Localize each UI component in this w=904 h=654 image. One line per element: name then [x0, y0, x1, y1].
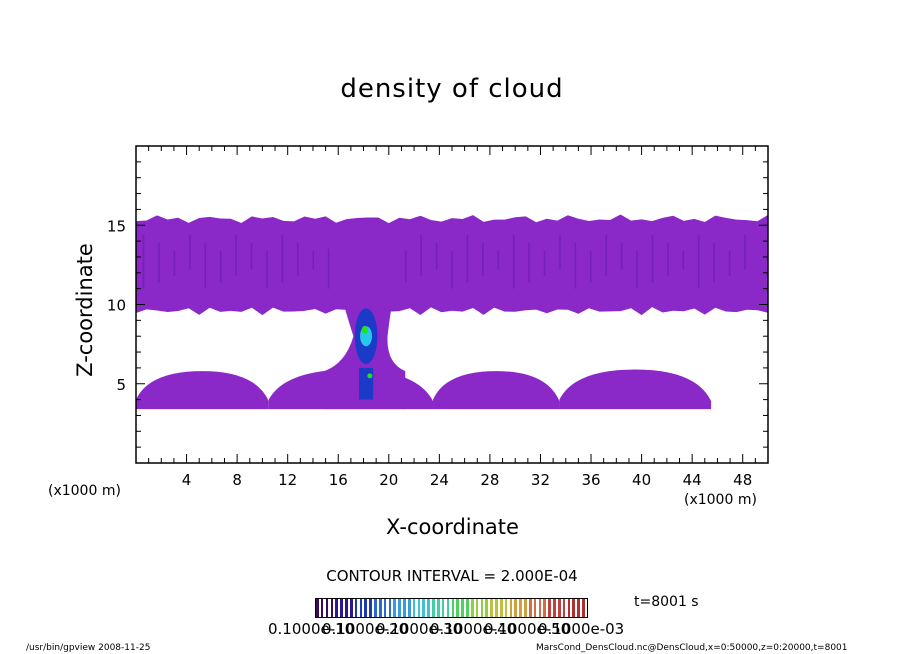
cloud-core-secondary [367, 373, 373, 379]
colorbar-stripe [383, 599, 387, 617]
colorbar-stripe [470, 599, 474, 617]
colorbar-stripe [335, 599, 338, 617]
y-tick-label: 10 [107, 297, 126, 315]
y-axis-label: Z-coordinate [73, 243, 97, 377]
x-tick-label: 8 [232, 471, 242, 489]
cloud-density-field [136, 214, 768, 410]
cloud-core-stem [358, 367, 374, 400]
colorbar-label: 0.1000e-20 [322, 620, 409, 638]
colorbar-stripe [417, 599, 421, 617]
colorbar-stripe [320, 599, 324, 617]
x-tick-label: 48 [733, 471, 752, 489]
colorbar-stripe [349, 599, 353, 617]
chart-title: density of cloud [340, 74, 564, 104]
colorbar [315, 598, 588, 618]
colorbar-stripe [364, 599, 368, 617]
colorbar-stripe [495, 599, 498, 617]
colorbar-stripe [427, 599, 430, 617]
y-tick-label: 15 [107, 217, 126, 235]
colorbar-stripe [354, 599, 358, 617]
x-tick-label: 24 [430, 471, 449, 489]
time-label: t=8001 s [634, 594, 699, 610]
x-tick-label: 40 [632, 471, 651, 489]
colorbar-stripe [316, 599, 319, 617]
colorbar-stripe [519, 599, 522, 617]
x-tick-label: 4 [182, 471, 192, 489]
colorbar-stripe [548, 599, 551, 617]
colorbar-stripe [451, 599, 455, 617]
colorbar-stripe [461, 599, 464, 617]
colorbar-label: 0.1000e-40 [430, 620, 517, 638]
colorbar-stripe [374, 599, 377, 617]
colorbar-stripe [340, 599, 343, 617]
colorbar-stripe [466, 599, 469, 617]
x-tick-label: 36 [581, 471, 600, 489]
colorbar-stripe [480, 599, 484, 617]
x-unit-label-left: (x1000 m) [48, 483, 121, 499]
cloud-lower-dome [433, 371, 560, 410]
colorbar-stripe [456, 599, 459, 617]
colorbar-label: 0.1000e-50 [484, 620, 571, 638]
colorbar-stripe [528, 599, 532, 617]
colorbar-stripe [553, 599, 556, 617]
colorbar-stripe [490, 599, 493, 617]
cloud-lower-dome [136, 371, 269, 410]
colorbar-stripe [524, 599, 527, 617]
colorbar-stripe [543, 599, 547, 617]
colorbar-stripe [412, 599, 416, 617]
colorbar-stripe [436, 599, 440, 617]
colorbar-stripe [485, 599, 489, 617]
colorbar-stripe [369, 599, 372, 617]
y-tick-label: 5 [116, 376, 126, 394]
colorbar-stripe [325, 599, 329, 617]
footer-source: MarsCond_DensCloud.nc@DensCloud,x=0:5000… [536, 643, 848, 653]
x-axis-ticks: 4 8 12 16 20 24 28 32 36 40 44 48 [148, 146, 756, 489]
colorbar-stripe [432, 599, 435, 617]
cloud-core-peak [361, 325, 368, 334]
colorbar-stripe [562, 599, 566, 617]
colorbar-stripe [398, 599, 401, 617]
colorbar-stripe [359, 599, 363, 617]
colorbar-stripe [514, 599, 518, 617]
colorbar-stripe [446, 599, 450, 617]
x-axis-label: X-coordinate [386, 515, 519, 539]
colorbar-stripe [538, 599, 542, 617]
x-unit-label-right: (x1000 m) [684, 492, 757, 508]
contour-interval-label: CONTOUR INTERVAL = 2.000E-04 [326, 567, 578, 585]
colorbar-stripe [407, 599, 411, 617]
colorbar-stripe [509, 599, 513, 617]
colorbar-stripe [441, 599, 445, 617]
x-tick-label: 44 [683, 471, 702, 489]
x-tick-label: 32 [531, 471, 550, 489]
colorbar-stripe [504, 599, 508, 617]
x-tick-label: 20 [379, 471, 398, 489]
colorbar-label: 0.1000e-10 [268, 620, 355, 638]
colorbar-stripe [499, 599, 503, 617]
colorbar-stripe [345, 599, 348, 617]
x-tick-label: 16 [329, 471, 348, 489]
colorbar-stripe [475, 599, 479, 617]
x-tick-label: 12 [278, 471, 297, 489]
colorbar-stripe [567, 599, 571, 617]
colorbar-stripe [422, 599, 426, 617]
colorbar-label: 0.1000e-03 [538, 620, 625, 638]
colorbar-stripe [557, 599, 561, 617]
colorbar-label: 0.1000e-30 [376, 620, 463, 638]
colorbar-stripe [378, 599, 382, 617]
colorbar-stripe [330, 599, 334, 617]
x-tick-label: 28 [480, 471, 499, 489]
cloud-lower-dome [559, 369, 712, 410]
colorbar-stripe [572, 599, 576, 617]
footer-program-date: /usr/bin/gpview 2008-11-25 [26, 643, 151, 653]
colorbar-stripe [393, 599, 397, 617]
y-axis-ticks: 5 10 15 [107, 161, 768, 448]
colorbar-stripe [582, 599, 585, 617]
colorbar-stripe [403, 599, 406, 617]
colorbar-stripe [577, 599, 580, 617]
colorbar-stripe [388, 599, 392, 617]
colorbar-stripe [533, 599, 537, 617]
